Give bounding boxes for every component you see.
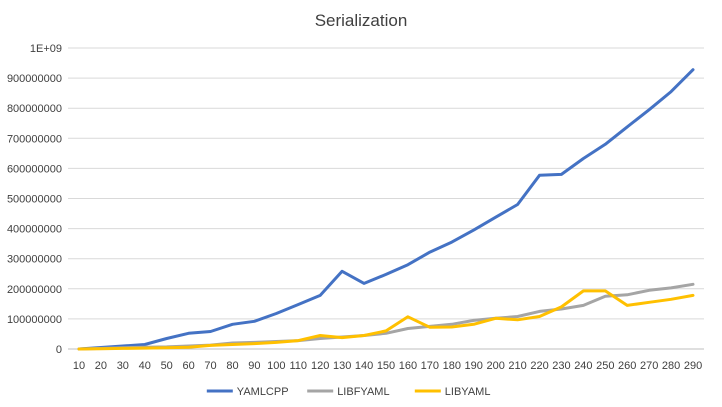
x-tick-label: 190 [465,360,483,372]
x-tick-label: 90 [248,360,260,372]
x-tick-label: 240 [574,360,592,372]
y-tick-label: 0 [56,344,62,356]
x-tick-label: 20 [95,360,107,372]
y-tick-label: 900000000 [7,73,62,85]
legend-label: LIBYAML [445,386,491,398]
y-tick-label: 100000000 [7,314,62,326]
series-line-yamlcpp [77,68,695,351]
series-line-libfyaml [77,282,695,351]
legend-item-libyaml: LIBYAML [414,386,491,398]
y-tick-label: 400000000 [7,224,62,236]
x-tick-label: 40 [139,360,151,372]
y-tick-label: 800000000 [7,103,62,115]
x-tick-label: 210 [508,360,526,372]
x-axis-tick-labels: 10 20 30 40 50 60 70 80 90 100 110 120 130 140 150 160 1… [73,360,702,372]
legend: YAMLCPP LIBFYAML LIBYAML [206,386,491,398]
y-tick-label: 500000000 [7,194,62,206]
x-tick-label: 150 [377,360,395,372]
x-tick-label: 60 [182,360,194,372]
x-tick-label: 180 [443,360,461,372]
legend-item-libfyaml: LIBFYAML [307,386,390,398]
x-tick-label: 230 [552,360,570,372]
x-tick-label: 280 [662,360,680,372]
y-tick-label: 700000000 [7,133,62,145]
x-tick-label: 220 [530,360,548,372]
x-tick-label: 100 [267,360,285,372]
x-tick-label: 270 [640,360,658,372]
x-tick-label: 140 [355,360,373,372]
series-lines [77,68,695,351]
chart-title: Serialization [315,11,408,30]
x-tick-label: 160 [399,360,417,372]
x-tick-label: 170 [421,360,439,372]
x-tick-label: 250 [596,360,614,372]
legend-label: LIBFYAML [337,386,389,398]
y-axis-tick-labels: 0 100000000 200000000 300000000 400000000 500… [7,43,62,356]
legend-item-yamlcpp: YAMLCPP [206,386,289,398]
x-tick-label: 70 [204,360,216,372]
x-tick-label: 10 [73,360,85,372]
gridlines [68,47,704,350]
x-tick-label: 50 [161,360,173,372]
x-tick-label: 30 [117,360,129,372]
x-tick-label: 110 [290,360,308,372]
series-line-libyaml [77,289,695,351]
y-tick-label: 1E+09 [30,43,62,55]
x-tick-label: 290 [684,360,702,372]
x-tick-label: 200 [486,360,504,372]
legend-label: YAMLCPP [237,386,289,398]
x-tick-label: 80 [226,360,238,372]
y-tick-label: 600000000 [7,163,62,175]
y-tick-label: 300000000 [7,254,62,266]
x-tick-label: 120 [311,360,329,372]
x-tick-label: 260 [618,360,636,372]
x-tick-label: 130 [333,360,351,372]
y-tick-label: 200000000 [7,284,62,296]
